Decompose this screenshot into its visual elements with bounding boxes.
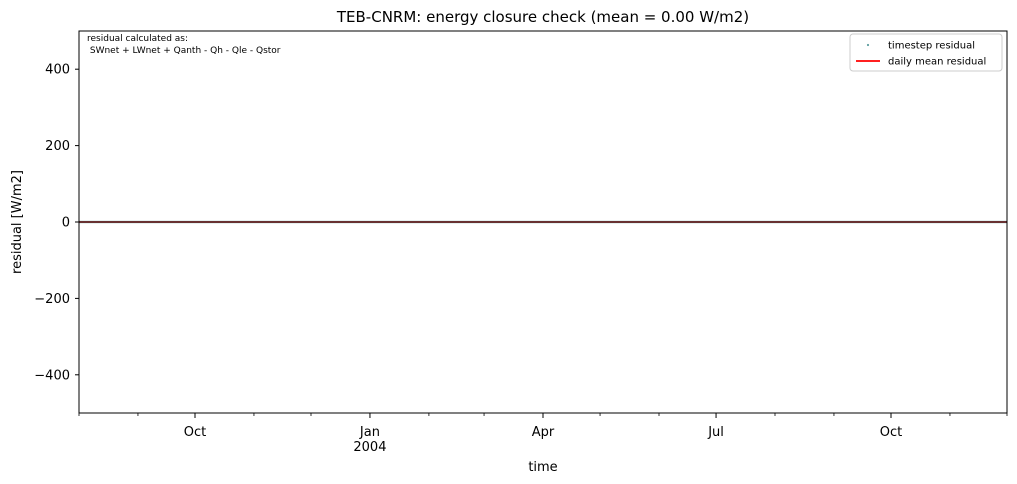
annotation-line: residual calculated as: bbox=[87, 34, 188, 44]
legend-label-timestep: timestep residual bbox=[888, 41, 975, 52]
formula-annotation: residual calculated as: SWnet + LWnet + … bbox=[87, 34, 281, 56]
x-tick-label: Oct bbox=[880, 425, 902, 440]
annotation-line: SWnet + LWnet + Qanth - Qh - Qle - Qstor bbox=[87, 46, 281, 56]
y-tick-label: −200 bbox=[34, 292, 70, 307]
y-tick-label: 400 bbox=[45, 63, 70, 78]
y-tick-label: −400 bbox=[34, 368, 70, 383]
x-axis-label: time bbox=[528, 460, 557, 475]
x-tick-label: Jul bbox=[707, 425, 724, 440]
y-axis-label: residual [W/m2] bbox=[10, 170, 25, 274]
chart-title: TEB-CNRM: energy closure check (mean = 0… bbox=[336, 8, 749, 26]
x-tick-year-label: 2004 bbox=[353, 440, 386, 455]
y-tick-label: 200 bbox=[45, 139, 70, 154]
x-tick-label: Jan bbox=[359, 425, 380, 440]
x-tick-label: Oct bbox=[184, 425, 206, 440]
legend-label-daily-mean: daily mean residual bbox=[888, 57, 986, 68]
x-tick-label: Apr bbox=[532, 425, 555, 440]
legend-box bbox=[849, 33, 1003, 72]
legend: timestep residual daily mean residual bbox=[849, 33, 1003, 72]
legend-marker-timestep bbox=[866, 43, 870, 47]
y-axis: −400 −200 0 200 400 bbox=[34, 63, 79, 383]
plot-area bbox=[78, 30, 1008, 414]
y-tick-label: 0 bbox=[62, 216, 70, 231]
